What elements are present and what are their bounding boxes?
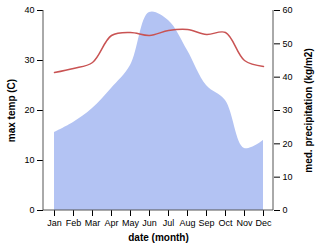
- svg-text:0: 0: [283, 205, 288, 215]
- svg-text:Oct: Oct: [218, 218, 233, 228]
- svg-text:0: 0: [29, 205, 34, 215]
- svg-text:Aug: Aug: [179, 218, 195, 228]
- svg-text:Sep: Sep: [198, 218, 214, 228]
- svg-text:30: 30: [283, 105, 293, 115]
- svg-text:med. precipitation (kg/m2): med. precipitation (kg/m2): [303, 48, 314, 172]
- svg-text:Mar: Mar: [85, 218, 101, 228]
- svg-text:40: 40: [24, 5, 34, 15]
- svg-text:May: May: [122, 218, 140, 228]
- svg-text:10: 10: [283, 172, 293, 182]
- svg-text:10: 10: [24, 155, 34, 165]
- svg-text:30: 30: [24, 55, 34, 65]
- svg-text:50: 50: [283, 39, 293, 49]
- svg-text:20: 20: [283, 139, 293, 149]
- svg-text:60: 60: [283, 5, 293, 15]
- svg-text:Dec: Dec: [255, 218, 272, 228]
- svg-text:40: 40: [283, 72, 293, 82]
- svg-text:Jan: Jan: [47, 218, 62, 228]
- svg-text:Jun: Jun: [142, 218, 157, 228]
- svg-text:date (month): date (month): [128, 232, 189, 243]
- svg-text:max temp (C): max temp (C): [6, 79, 17, 142]
- svg-text:Jul: Jul: [163, 218, 175, 228]
- svg-text:Feb: Feb: [66, 218, 82, 228]
- svg-text:Apr: Apr: [104, 218, 118, 228]
- svg-text:20: 20: [24, 105, 34, 115]
- svg-text:Nov: Nov: [236, 218, 253, 228]
